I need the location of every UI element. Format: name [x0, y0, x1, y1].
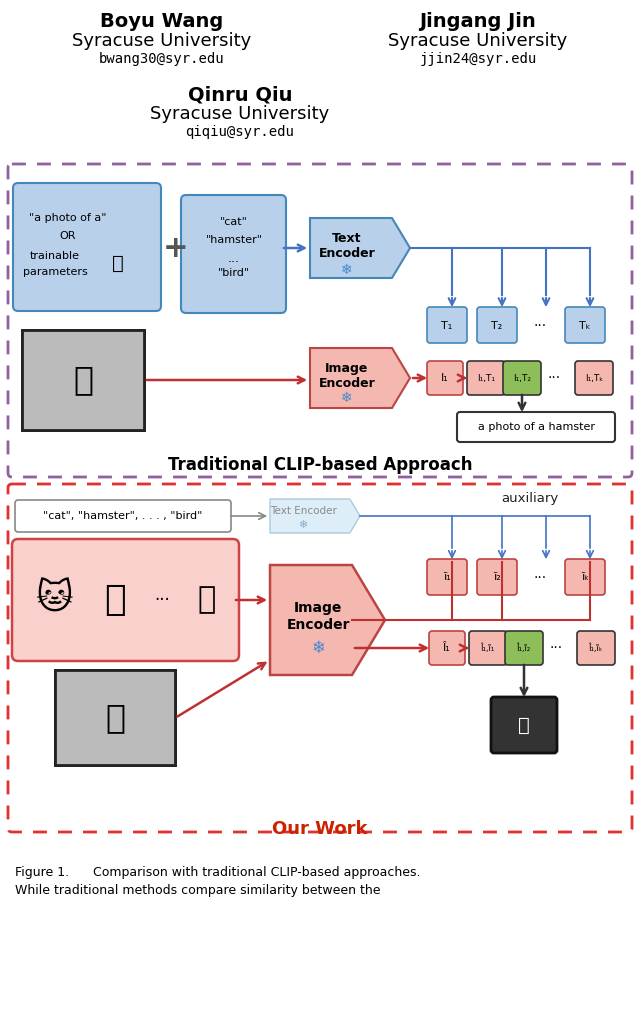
Text: Text Encoder: Text Encoder	[269, 506, 337, 516]
FancyBboxPatch shape	[565, 307, 605, 343]
FancyBboxPatch shape	[429, 631, 465, 665]
Text: Image: Image	[294, 601, 342, 615]
Text: 🐦: 🐦	[198, 586, 216, 615]
FancyBboxPatch shape	[565, 559, 605, 595]
FancyBboxPatch shape	[12, 539, 239, 661]
Text: "a photo of a": "a photo of a"	[29, 213, 107, 223]
Text: auxiliary: auxiliary	[501, 491, 559, 504]
FancyBboxPatch shape	[477, 307, 517, 343]
Text: ĩ₁: ĩ₁	[443, 572, 451, 582]
Text: ĩ₂: ĩ₂	[493, 572, 501, 582]
Text: ···: ···	[533, 319, 547, 333]
Polygon shape	[310, 218, 410, 278]
FancyBboxPatch shape	[505, 631, 543, 665]
Text: "cat": "cat"	[220, 217, 248, 227]
Text: jjin24@syr.edu: jjin24@syr.edu	[419, 52, 536, 66]
Text: trainable: trainable	[30, 251, 80, 261]
Text: Qinru Qiu: Qinru Qiu	[188, 85, 292, 104]
Text: 🐱: 🐱	[36, 582, 74, 617]
Text: 🐹: 🐹	[518, 715, 530, 734]
Text: ···: ···	[549, 641, 563, 655]
Text: 🔥: 🔥	[112, 253, 124, 272]
Text: Traditional CLIP-based Approach: Traditional CLIP-based Approach	[168, 456, 472, 474]
Text: While traditional methods compare similarity between the: While traditional methods compare simila…	[15, 884, 381, 897]
Text: T₁: T₁	[442, 321, 452, 331]
Text: Figure 1.: Figure 1.	[15, 866, 69, 879]
Text: ···: ···	[154, 591, 170, 609]
Text: I₁,Tₖ: I₁,Tₖ	[585, 374, 603, 383]
Text: "bird": "bird"	[218, 268, 250, 278]
FancyBboxPatch shape	[503, 361, 541, 395]
Text: Î₁,ĩₖ: Î₁,ĩₖ	[589, 643, 604, 652]
Text: +: +	[163, 234, 189, 262]
Text: Boyu Wang: Boyu Wang	[100, 12, 223, 31]
Text: OR: OR	[60, 231, 76, 241]
Text: ĩₖ: ĩₖ	[581, 572, 589, 582]
Text: Text: Text	[332, 232, 362, 244]
Bar	[55, 670, 175, 765]
Text: "hamster": "hamster"	[205, 235, 262, 245]
Text: parameters: parameters	[22, 267, 88, 277]
Text: Syracuse University: Syracuse University	[72, 32, 252, 50]
FancyBboxPatch shape	[55, 670, 175, 765]
Text: bwang30@syr.edu: bwang30@syr.edu	[99, 52, 225, 66]
Text: T₂: T₂	[492, 321, 502, 331]
Polygon shape	[270, 499, 360, 533]
Polygon shape	[270, 565, 385, 675]
FancyBboxPatch shape	[491, 697, 557, 753]
Text: Encoder: Encoder	[286, 618, 349, 632]
FancyBboxPatch shape	[577, 631, 615, 665]
Text: Syracuse University: Syracuse University	[150, 105, 330, 123]
Text: ❄: ❄	[341, 263, 353, 277]
Text: Î₁: Î₁	[443, 643, 451, 653]
FancyBboxPatch shape	[477, 559, 517, 595]
Text: Comparison with traditional CLIP-based approaches.: Comparison with traditional CLIP-based a…	[85, 866, 420, 879]
Text: ❄: ❄	[311, 639, 325, 657]
Text: Encoder: Encoder	[319, 377, 376, 390]
Text: Our Work: Our Work	[272, 820, 368, 838]
Text: 🐹: 🐹	[104, 583, 126, 617]
Text: I₁,T₂: I₁,T₂	[513, 374, 531, 383]
Text: a photo of a hamster: a photo of a hamster	[477, 422, 595, 432]
FancyBboxPatch shape	[181, 194, 286, 313]
Text: ...: ...	[228, 251, 240, 264]
Text: "cat", "hamster", . . . , "bird": "cat", "hamster", . . . , "bird"	[44, 511, 203, 521]
Text: Jingang Jin: Jingang Jin	[420, 12, 536, 31]
Polygon shape	[310, 348, 410, 408]
FancyBboxPatch shape	[427, 559, 467, 595]
FancyBboxPatch shape	[427, 361, 463, 395]
Text: Syracuse University: Syracuse University	[388, 32, 568, 50]
Text: Î₁,ĩ₂: Î₁,ĩ₂	[517, 643, 531, 652]
Text: I₁: I₁	[441, 373, 449, 383]
FancyBboxPatch shape	[457, 412, 615, 442]
Text: Image: Image	[325, 362, 369, 375]
Text: ···: ···	[533, 571, 547, 585]
FancyBboxPatch shape	[467, 361, 505, 395]
FancyBboxPatch shape	[22, 330, 144, 430]
Text: ❄: ❄	[298, 520, 308, 530]
Text: Encoder: Encoder	[319, 246, 376, 259]
FancyBboxPatch shape	[575, 361, 613, 395]
Text: ···: ···	[547, 371, 561, 385]
Text: 🐹: 🐹	[105, 701, 125, 734]
FancyBboxPatch shape	[469, 631, 507, 665]
Bar	[22, 330, 144, 430]
Text: ❄: ❄	[341, 391, 353, 405]
Text: qiqiu@syr.edu: qiqiu@syr.edu	[186, 125, 294, 139]
Bar	[55, 670, 175, 765]
Text: Î₁,ĩ₁: Î₁,ĩ₁	[481, 643, 495, 652]
Bar	[22, 330, 144, 430]
Text: I₁,T₁: I₁,T₁	[477, 374, 495, 383]
FancyBboxPatch shape	[427, 307, 467, 343]
FancyBboxPatch shape	[15, 500, 231, 532]
Text: 🐹: 🐹	[73, 364, 93, 396]
FancyBboxPatch shape	[13, 183, 161, 311]
Text: Tₖ: Tₖ	[579, 321, 591, 331]
